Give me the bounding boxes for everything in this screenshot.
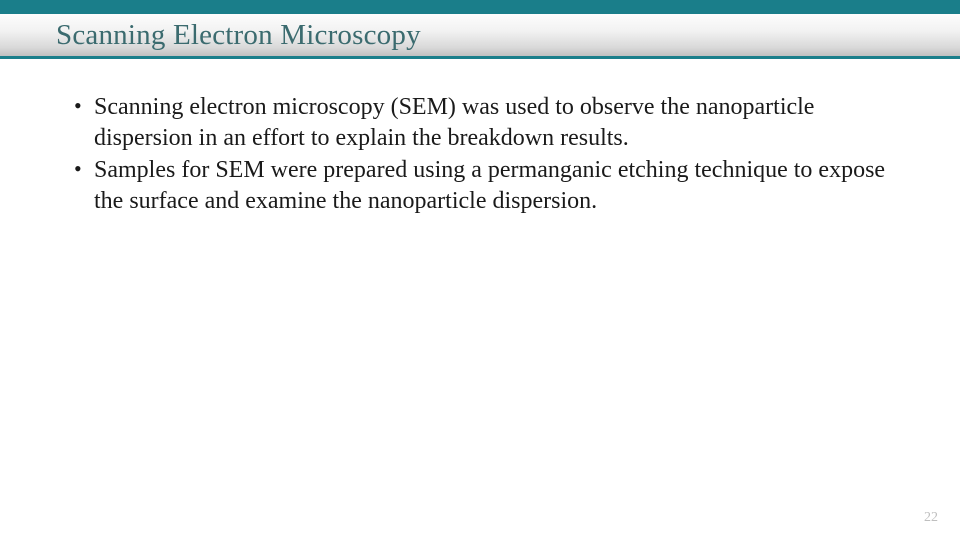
slide-title: Scanning Electron Microscopy [56,14,920,56]
header-band: Scanning Electron Microscopy [0,0,960,72]
bullet-list: Scanning electron microscopy (SEM) was u… [74,92,900,217]
page-number: 22 [924,510,938,526]
header-accent-bar [0,0,960,14]
bullet-item: Scanning electron microscopy (SEM) was u… [74,92,900,153]
slide-content: Scanning electron microscopy (SEM) was u… [0,72,960,217]
bullet-item: Samples for SEM were prepared using a pe… [74,155,900,216]
header-underline [0,56,960,59]
